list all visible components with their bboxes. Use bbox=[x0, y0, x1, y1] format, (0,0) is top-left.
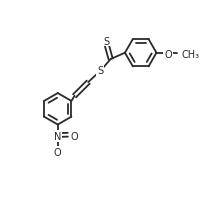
Text: O: O bbox=[164, 49, 172, 59]
Text: S: S bbox=[103, 37, 110, 46]
Text: N: N bbox=[54, 131, 62, 141]
Text: S: S bbox=[97, 66, 103, 76]
Text: CH₃: CH₃ bbox=[181, 49, 199, 59]
Text: O: O bbox=[54, 147, 62, 157]
Text: O: O bbox=[71, 131, 78, 141]
